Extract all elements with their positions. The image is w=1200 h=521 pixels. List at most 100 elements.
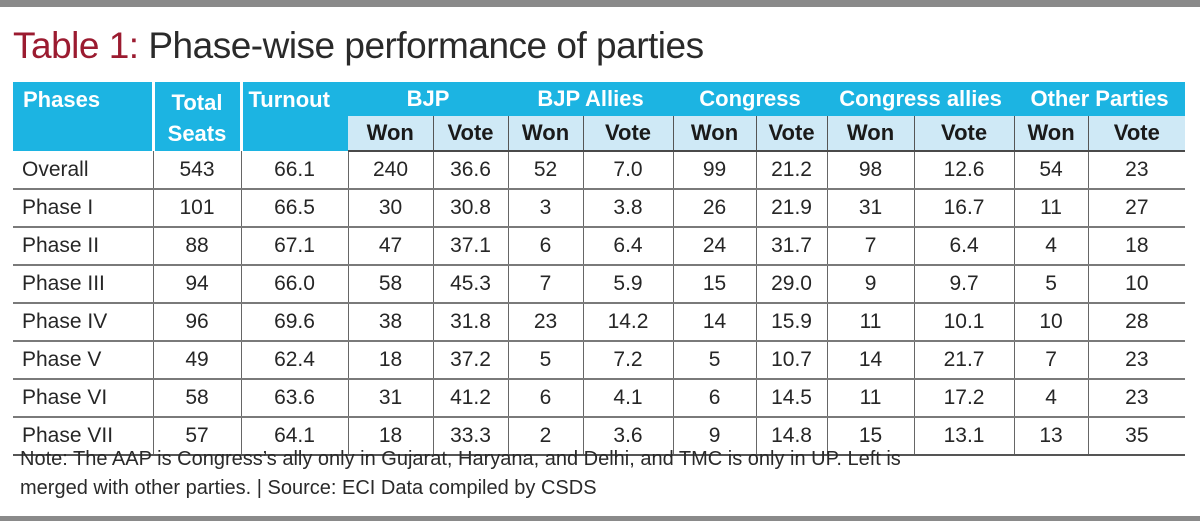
cell-phase: Phase V [13,341,153,380]
cell: 7.0 [582,151,674,190]
top-rule [0,0,1200,7]
header-group-bjp-allies: BJP Allies [508,82,674,116]
cell: 23 [1087,379,1186,418]
cell: 52 [507,151,584,190]
cell: 6 [672,379,757,418]
cell: 6.4 [582,227,674,266]
cell: 94 [152,265,241,304]
cell: 7 [1013,341,1089,380]
cell: 58 [347,265,433,304]
table-row: Overall 543 66.1 240 36.6 52 7.0 99 21.2 98 12.6 54… [13,151,1186,190]
header-total-seats: Total Seats [153,82,243,151]
cell: 67.1 [240,227,348,266]
cell: 240 [347,151,433,190]
cell: 21.7 [913,341,1015,380]
cell: 29.0 [755,265,828,304]
cell: 36.6 [432,151,509,190]
cell-phase: Overall [13,151,153,190]
table-row: Phase IV 96 69.6 38 31.8 23 14.2 14 15.9 11 10.1 10… [13,303,1186,342]
cell: 31 [826,189,915,228]
cell: 23 [1087,341,1186,380]
cell: 6.4 [913,227,1015,266]
header-bjp-allies-won: Won [507,116,584,152]
header-bjp-won: Won [348,116,433,152]
cell: 99 [672,151,757,190]
cell: 14.8 [755,417,828,456]
cell: 21.9 [755,189,828,228]
cell: 66.1 [240,151,348,190]
table-title: Table 1: Phase-wise performance of parti… [13,24,704,68]
table-note: Note: The AAP is Congress’s ally only in… [20,445,1180,503]
header-group-bjp: BJP [348,82,509,116]
cell: 6 [507,227,584,266]
cell: 38 [347,303,433,342]
cell: 31.8 [432,303,509,342]
cell: 10 [1013,303,1089,342]
header-congress-allies-vote: Vote [913,116,1015,152]
table-title-label: Table 1: [13,25,139,66]
cell: 66.0 [240,265,348,304]
cell: 14.2 [582,303,674,342]
header-phases: Phases [13,82,155,151]
header-bjp-allies-vote: Vote [582,116,674,152]
cell: 9 [826,265,915,304]
cell: 16.7 [913,189,1015,228]
cell: 10.1 [913,303,1015,342]
cell-phase: Phase VII [13,417,153,456]
header-congress-won: Won [672,116,757,152]
table-row: Phase VII 57 64.1 18 33.3 2 3.6 9 14.8 15 13.1 13 35 [13,417,1186,456]
cell: 57 [152,417,241,456]
cell: 37.2 [432,341,509,380]
cell: 49 [152,341,241,380]
table-row: Phase V 49 62.4 18 37.2 5 7.2 5 10.7 14 21.7 7 23 [13,341,1186,380]
cell: 11 [1013,189,1089,228]
cell: 69.6 [240,303,348,342]
cell-phase: Phase IV [13,303,153,342]
cell: 26 [672,189,757,228]
cell: 3.8 [582,189,674,228]
cell: 23 [507,303,584,342]
cell: 7 [826,227,915,266]
cell: 2 [507,417,584,456]
header-congress-vote: Vote [755,116,828,152]
cell: 7.2 [582,341,674,380]
cell: 23 [1087,151,1186,190]
cell: 543 [152,151,241,190]
cell: 88 [152,227,241,266]
cell: 54 [1013,151,1089,190]
cell: 12.6 [913,151,1015,190]
header-bjp-vote: Vote [432,116,509,152]
header-turnout: Turnout [241,82,348,151]
cell: 101 [152,189,241,228]
table-row: Phase I 101 66.5 30 30.8 3 3.8 26 21.9 31 16.7 11 27 [13,189,1186,228]
cell: 5 [507,341,584,380]
cell: 14.5 [755,379,828,418]
table-title-text: Phase-wise performance of parties [148,25,704,66]
note-line-1: Note: The AAP is Congress’s ally only in… [20,448,901,470]
cell: 66.5 [240,189,348,228]
cell: 35 [1087,417,1186,456]
header-group-congress: Congress [673,82,828,116]
cell: 31.7 [755,227,828,266]
cell-phase: Phase I [13,189,153,228]
cell: 6 [507,379,584,418]
cell: 10.7 [755,341,828,380]
cell: 58 [152,379,241,418]
cell: 9 [672,417,757,456]
cell: 18 [347,417,433,456]
cell: 5 [1013,265,1089,304]
cell: 98 [826,151,915,190]
cell: 14 [826,341,915,380]
cell-phase: Phase III [13,265,153,304]
cell: 18 [1087,227,1186,266]
cell: 31 [347,379,433,418]
cell: 15 [826,417,915,456]
cell-phase: Phase VI [13,379,153,418]
cell: 30 [347,189,433,228]
cell: 62.4 [240,341,348,380]
cell: 27 [1087,189,1186,228]
header-total-seats-line2: Seats [167,121,227,146]
cell: 15.9 [755,303,828,342]
cell: 37.1 [432,227,509,266]
cell: 17.2 [913,379,1015,418]
